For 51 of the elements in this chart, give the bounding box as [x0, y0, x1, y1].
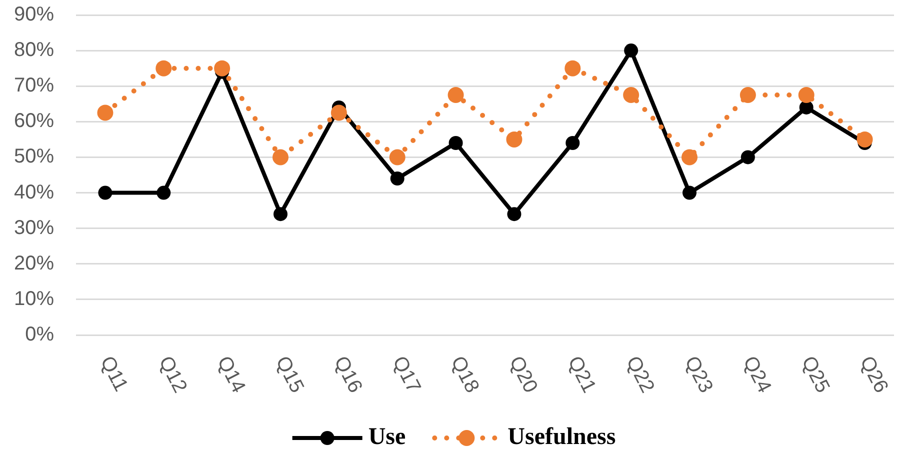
- y-tick-label: 50%: [14, 146, 54, 168]
- x-tick-label: Q18: [446, 352, 484, 396]
- point: [156, 60, 172, 76]
- point: [623, 87, 640, 103]
- point: [390, 172, 404, 186]
- point: [740, 87, 756, 103]
- point: [507, 207, 522, 222]
- point: [389, 149, 406, 166]
- y-tick-label: 0%: [25, 324, 54, 346]
- y-tick-label: 20%: [14, 252, 54, 274]
- point: [682, 186, 696, 200]
- point: [156, 186, 171, 200]
- y-tick-label: 40%: [14, 181, 54, 204]
- point: [856, 131, 873, 148]
- x-tick-label: Q20: [504, 352, 542, 396]
- point: [798, 87, 814, 103]
- point: [98, 186, 112, 200]
- x-tick-label: Q26: [855, 352, 892, 396]
- point: [97, 104, 114, 121]
- point: [682, 149, 698, 166]
- point: [799, 100, 814, 114]
- point: [448, 136, 463, 150]
- x-tick-label: Q24: [738, 352, 776, 396]
- point: [506, 131, 522, 148]
- x-tick-label: Q11: [96, 352, 132, 396]
- point: [564, 60, 581, 76]
- y-tick-label: 10%: [14, 288, 54, 310]
- x-tick-label: Q21: [563, 352, 600, 396]
- y-tick-label: 30%: [14, 216, 54, 239]
- point: [214, 60, 230, 76]
- x-tick-label: Q15: [271, 352, 308, 396]
- x-tick-label: Q14: [212, 352, 250, 396]
- y-tick-label: 80%: [14, 39, 54, 62]
- x-tick-label: Q25: [796, 352, 834, 396]
- legend-label: Use: [368, 424, 406, 450]
- x-tick-label: Q12: [154, 352, 192, 396]
- x-tick-label: Q22: [622, 352, 658, 396]
- y-tick-label: 60%: [14, 110, 54, 132]
- x-tick-label: Q17: [388, 352, 425, 396]
- y-tick-label: 70%: [14, 74, 54, 97]
- point: [624, 44, 638, 58]
- point: [740, 150, 755, 164]
- point: [566, 136, 580, 150]
- y-tick-label: 90%: [14, 4, 54, 26]
- point: [274, 207, 288, 222]
- legend-label: Usefulness: [508, 424, 616, 450]
- point: [272, 149, 288, 166]
- x-tick-label: Q16: [330, 352, 366, 396]
- x-tick-label: Q23: [680, 352, 717, 396]
- point: [448, 87, 464, 103]
- point: [330, 104, 347, 121]
